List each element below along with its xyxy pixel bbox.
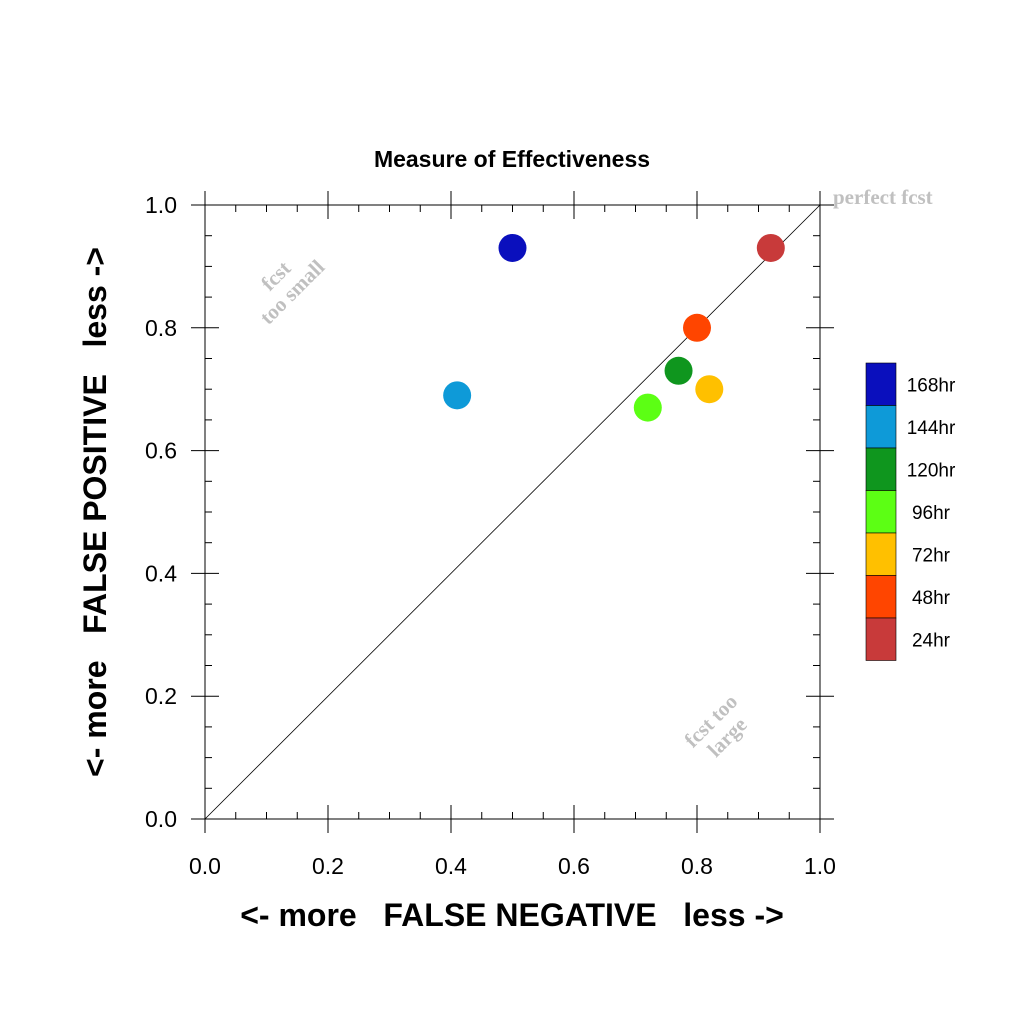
y-tick-labels: 0.0 0.2 0.4 0.6 0.8 1.0 bbox=[145, 192, 177, 832]
y-tick-label: 0.6 bbox=[145, 438, 177, 464]
legend: 168hr 144hr 120hr 96hr 72hr 48hr 24hr bbox=[865, 362, 956, 661]
point-144hr bbox=[443, 381, 472, 410]
point-24hr bbox=[756, 233, 785, 262]
data-points bbox=[443, 233, 785, 422]
annotation-perfect-fcst: perfect fcst bbox=[833, 185, 933, 209]
x-tick-label: 0.4 bbox=[435, 853, 467, 879]
chart-title: Measure of Effectiveness bbox=[374, 146, 650, 172]
point-72hr bbox=[695, 375, 724, 404]
x-tick-label: 0.6 bbox=[558, 853, 590, 879]
y-tick-label: 0.2 bbox=[145, 683, 177, 709]
legend-label-48hr: 48hr bbox=[912, 588, 951, 609]
legend-swatch-72hr bbox=[865, 532, 897, 576]
legend-label-24hr: 24hr bbox=[912, 630, 951, 651]
legend-label-120hr: 120hr bbox=[907, 460, 956, 481]
annotation-fcst-too-small: fcst too small bbox=[255, 255, 329, 329]
x-tick-label: 0.2 bbox=[312, 853, 344, 879]
legend-label-168hr: 168hr bbox=[907, 375, 956, 396]
legend-swatch-24hr bbox=[865, 617, 897, 661]
point-168hr bbox=[498, 233, 527, 262]
legend-label-72hr: 72hr bbox=[912, 545, 951, 566]
legend-label-96hr: 96hr bbox=[912, 503, 951, 524]
y-tick-label: 0.4 bbox=[145, 560, 177, 586]
major-ticks bbox=[191, 191, 834, 833]
legend-swatch-168hr bbox=[865, 362, 897, 406]
point-96hr bbox=[633, 393, 662, 422]
x-tick-label: 0.0 bbox=[189, 853, 221, 879]
y-tick-label: 0.8 bbox=[145, 315, 177, 341]
x-tick-label: 0.8 bbox=[681, 853, 713, 879]
legend-label-144hr: 144hr bbox=[907, 418, 956, 439]
point-120hr bbox=[664, 356, 693, 385]
x-tick-labels: 0.0 0.2 0.4 0.6 0.8 1.0 bbox=[189, 853, 836, 879]
y-tick-label: 0.0 bbox=[145, 806, 177, 832]
point-48hr bbox=[683, 313, 711, 342]
legend-swatch-96hr bbox=[865, 490, 897, 534]
annotation-too-small-line2: too small bbox=[255, 255, 329, 329]
x-axis-label: <- more FALSE NEGATIVE less -> bbox=[240, 897, 784, 933]
legend-swatch-120hr bbox=[865, 447, 897, 491]
legend-swatch-48hr bbox=[865, 575, 897, 619]
y-tick-label: 1.0 bbox=[145, 192, 177, 218]
minor-ticks bbox=[205, 205, 820, 819]
annotation-fcst-too-large: fcst too large bbox=[679, 689, 751, 761]
perfect-forecast-diagonal bbox=[204, 204, 821, 820]
legend-swatch-144hr bbox=[865, 405, 897, 449]
y-axis-label: <- more FALSE POSITIVE less -> bbox=[77, 247, 113, 777]
x-tick-label: 1.0 bbox=[804, 853, 836, 879]
